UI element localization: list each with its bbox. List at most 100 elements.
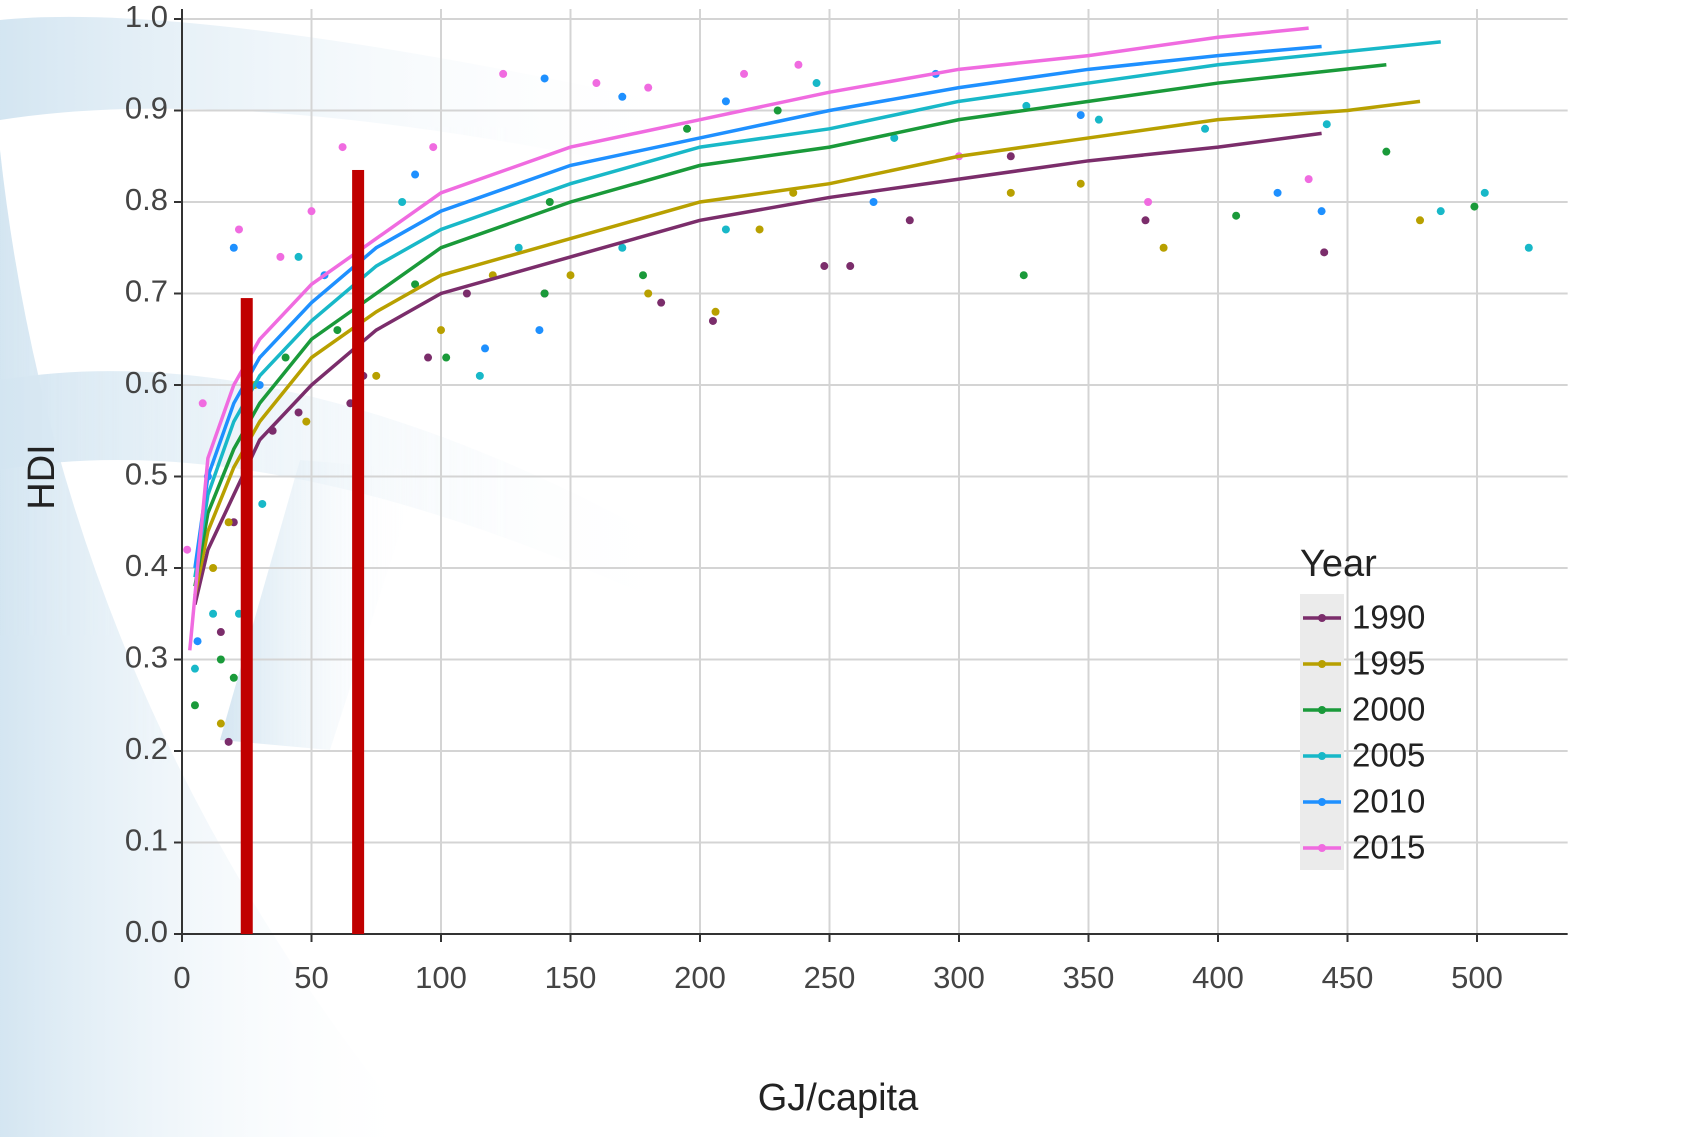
scatter-point	[1322, 120, 1331, 129]
scatter-point	[1317, 207, 1326, 216]
legend-label: 2000	[1352, 691, 1425, 728]
scatter-point	[1232, 211, 1241, 220]
scatter-point	[424, 353, 433, 362]
threshold-bar	[240, 298, 253, 934]
scatter-point	[372, 371, 381, 380]
x-tick-label: 300	[933, 960, 985, 995]
scatter-point	[566, 271, 575, 280]
scatter-point	[338, 143, 347, 152]
fit-line	[188, 26, 1309, 651]
scatter-point	[890, 133, 899, 142]
y-tick-label: 0.1	[125, 823, 168, 858]
scatter-point	[429, 143, 438, 152]
scatter-point	[1019, 271, 1028, 280]
scatter-point	[193, 637, 202, 646]
scatter-point	[540, 74, 549, 83]
x-tick-label: 200	[674, 960, 726, 995]
scatter-point	[281, 353, 290, 362]
scatter-point	[1524, 243, 1533, 252]
scatter-point	[1076, 111, 1085, 120]
scatter-point	[294, 408, 303, 417]
legend: Year 1990 1995 2000 2005 2010 2015	[1300, 543, 1425, 870]
scatter-point	[540, 289, 549, 298]
scatter-point	[437, 326, 445, 335]
y-tick-label: 0.5	[125, 457, 168, 492]
fit-line	[193, 44, 1322, 569]
scatter-point	[721, 97, 730, 106]
scatter-point	[499, 69, 508, 78]
x-tick-label: 250	[804, 960, 856, 995]
legend-label: 2015	[1352, 829, 1425, 866]
y-tick-label: 0.4	[125, 548, 168, 583]
scatter-point	[442, 353, 451, 362]
scatter-point	[514, 243, 523, 252]
legend-label: 2010	[1352, 783, 1425, 820]
scatter-point	[1320, 248, 1329, 257]
scatter-point	[229, 673, 238, 682]
scatter-point	[1201, 124, 1210, 133]
scatter-point	[258, 499, 267, 508]
scatter-point	[1304, 175, 1313, 184]
fit-line	[193, 40, 1441, 578]
x-tick-label: 50	[294, 960, 328, 995]
scatter-point	[190, 664, 199, 673]
scatter-point	[333, 326, 342, 335]
scatter-point	[639, 271, 648, 280]
scatter-point	[683, 124, 692, 133]
scatter-point	[618, 243, 627, 252]
x-tick-label: 450	[1322, 960, 1374, 995]
scatter-point	[183, 545, 192, 554]
y-tick-label: 0.0	[125, 914, 168, 949]
scatter-point	[224, 737, 233, 746]
scatter-point	[411, 170, 420, 179]
scatter-point	[869, 198, 878, 206]
y-tick-label: 0.2	[125, 731, 168, 766]
x-axis-title: GJ/capita	[758, 1077, 919, 1119]
scatter-point	[234, 225, 243, 234]
plot-area: 0.0 0.1 0.2 0.3 0.4 0.5 0.6 0.7 0.8 0.9 1.0 0 50 100 1…	[125, 0, 1568, 995]
x-tick-label: 350	[1063, 960, 1115, 995]
scatter-point	[307, 207, 316, 216]
scatter-point	[229, 243, 238, 252]
legend-dot	[1318, 798, 1326, 806]
legend-label: 1990	[1352, 599, 1425, 636]
scatter-point	[1076, 179, 1085, 188]
scatter-point	[216, 628, 225, 637]
x-tick-label: 0	[173, 960, 190, 995]
scatter-point	[657, 298, 666, 307]
y-tick-label: 0.8	[125, 182, 168, 217]
scatter-point	[255, 381, 264, 389]
threshold-bar	[352, 169, 365, 935]
scatter-point	[644, 289, 653, 298]
legend-dot	[1318, 844, 1326, 852]
fit-line	[193, 63, 1387, 587]
legend-dot	[1318, 706, 1326, 714]
fit-line	[193, 131, 1322, 606]
y-tick-label: 0.6	[125, 365, 168, 400]
scatter-point	[411, 280, 420, 289]
x-tick-label: 400	[1192, 960, 1244, 995]
scatter-point	[644, 83, 653, 92]
scatter-point	[1141, 216, 1150, 225]
scatter-point	[1273, 188, 1282, 197]
scatter-point	[481, 344, 490, 353]
scatter-point	[216, 719, 225, 728]
legend-key-bg	[1300, 594, 1344, 870]
scatter-point	[1006, 188, 1015, 197]
legend-label: 2005	[1352, 737, 1425, 774]
scatter-point	[475, 371, 484, 380]
legend-dot	[1318, 614, 1326, 622]
scatter-point	[302, 417, 311, 426]
scatter-point	[216, 655, 225, 664]
scatter-point	[1022, 101, 1031, 110]
y-tick-label: 1.0	[125, 0, 168, 34]
scatter-point	[535, 326, 544, 335]
scatter-point	[1159, 243, 1168, 252]
scatter-point	[1144, 198, 1153, 206]
y-tick-label: 0.9	[125, 91, 168, 126]
scatter-point	[618, 92, 627, 101]
scatter-point	[190, 701, 199, 710]
legend-title: Year	[1300, 543, 1377, 585]
scatter-point	[846, 262, 855, 271]
